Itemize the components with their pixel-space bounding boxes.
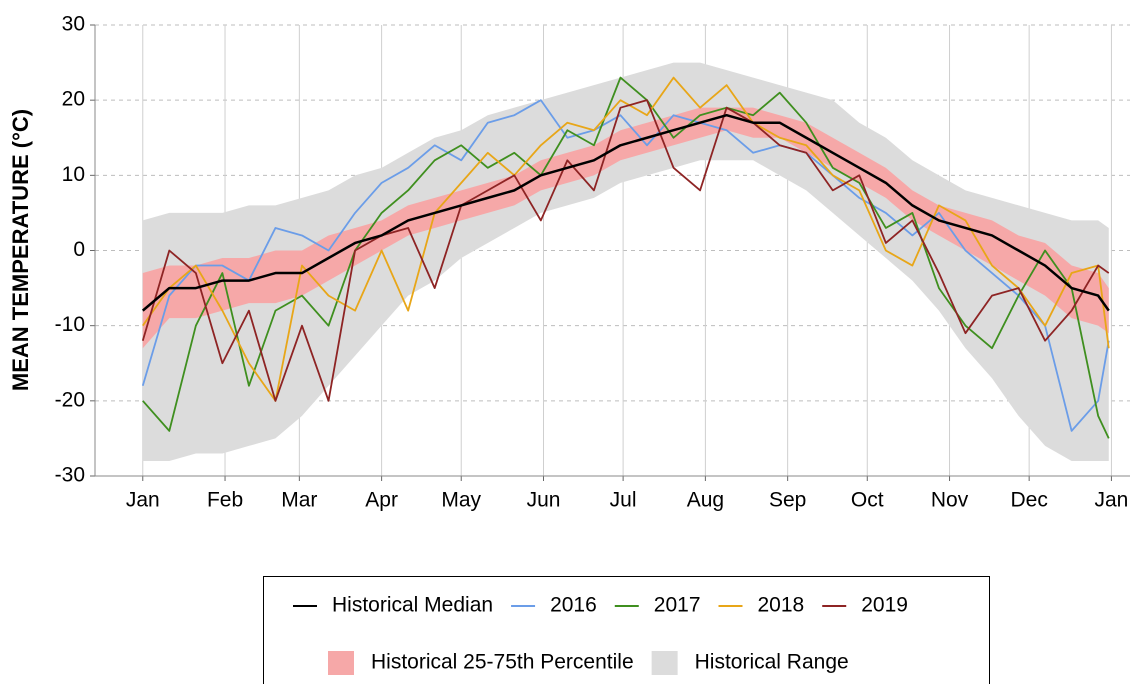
x-tick-label: Jan	[1094, 489, 1128, 512]
y-tick-label: 0	[73, 238, 85, 261]
series-line	[142, 76, 1110, 439]
y-tick-label: 30	[62, 13, 85, 36]
series-line	[141, 113, 1110, 312]
legend-box	[263, 576, 990, 684]
x-tick-label: Jul	[610, 489, 637, 512]
legend-label: 2017	[654, 594, 701, 617]
y-tick-label: 20	[62, 88, 85, 111]
x-tick-label: Nov	[931, 489, 969, 512]
legend-label: 2016	[550, 594, 597, 617]
y-tick-label: 10	[62, 163, 85, 186]
x-tick-label: Dec	[1010, 489, 1047, 512]
y-tick-label: -20	[55, 388, 85, 411]
x-tick-label: Mar	[281, 489, 317, 512]
series-line	[141, 99, 1110, 432]
x-tick-label: Sep	[769, 489, 806, 512]
x-tick-label: Jan	[126, 489, 160, 512]
x-tick-label: Aug	[687, 489, 724, 512]
legend-label: 2019	[861, 594, 908, 617]
series-line	[141, 99, 1110, 402]
legend-swatch	[651, 651, 678, 675]
x-tick-label: Oct	[851, 489, 884, 512]
band-area	[142, 107, 1109, 349]
y-axis-title: MEAN TEMPERATURE (°C)	[8, 109, 33, 391]
legend-swatch	[328, 651, 354, 675]
legend-label: Historical 25-75th Percentile	[371, 651, 634, 674]
legend-label: Historical Range	[695, 651, 849, 674]
x-tick-label: May	[441, 489, 481, 512]
x-tick-label: Feb	[207, 489, 243, 512]
x-tick-label: Apr	[365, 489, 398, 512]
legend-label: 2018	[758, 594, 805, 617]
legend-label: Historical Median	[332, 594, 493, 617]
y-tick-label: -10	[55, 313, 85, 336]
x-tick-label: Jun	[527, 489, 561, 512]
y-tick-label: -30	[55, 464, 85, 487]
